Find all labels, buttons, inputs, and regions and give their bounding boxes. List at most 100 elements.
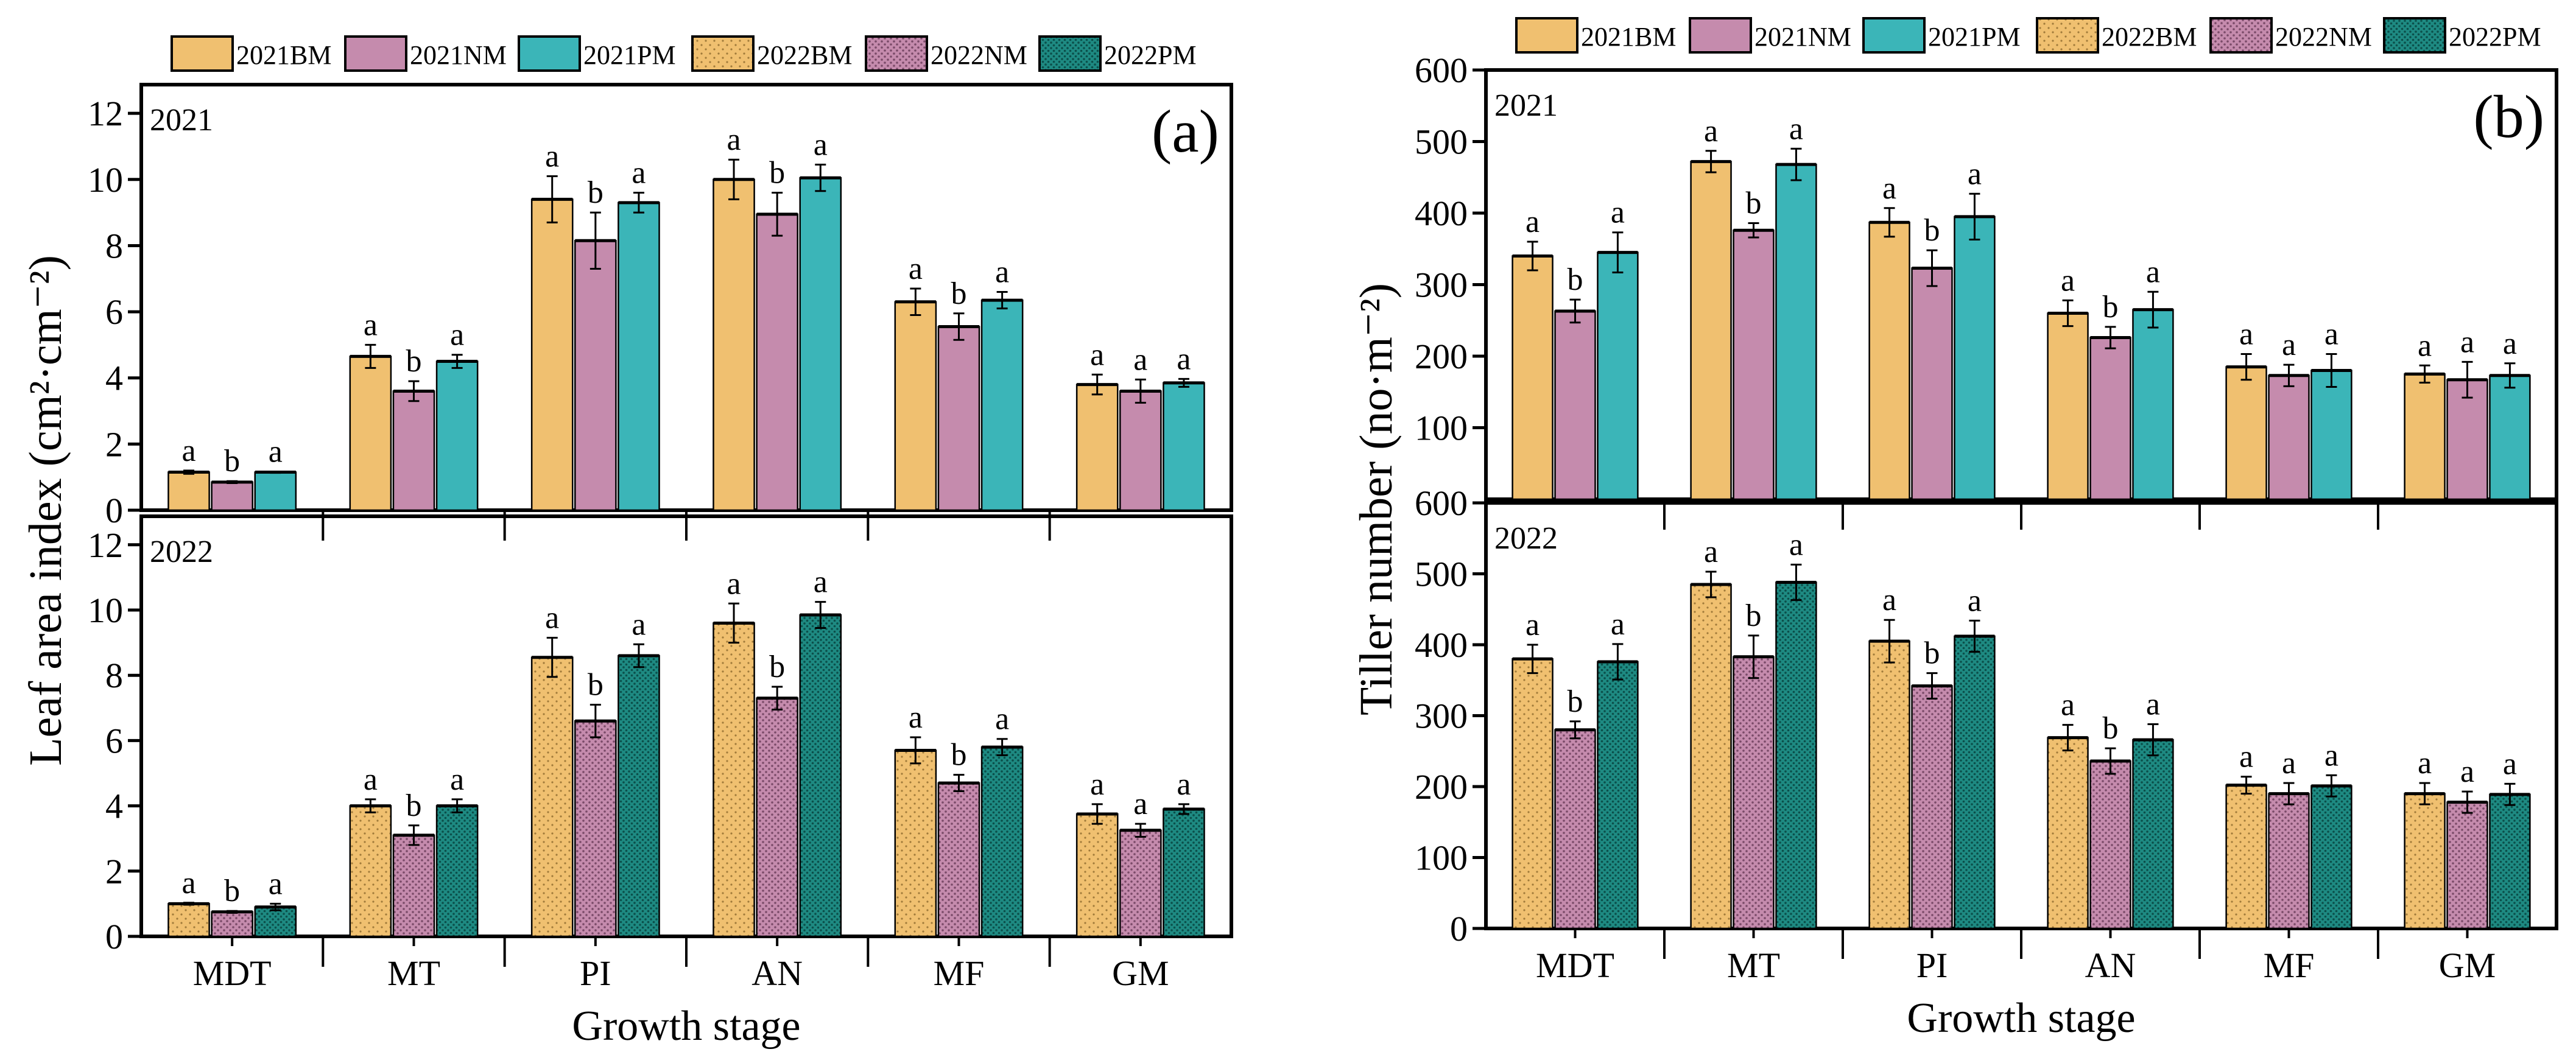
bar-2022PM-PI	[1954, 635, 1996, 930]
chart-panel-b: 2021BM 2021NM 2021PM 2022BM 2022NM 2022PM 100 2…	[1351, 17, 2558, 1042]
plot-frame	[1484, 501, 2558, 930]
significance-letter: a	[269, 866, 283, 901]
bar-2022PM-MT	[435, 805, 479, 938]
bar-2021PM-MDT	[254, 471, 297, 511]
significance-letter: b	[2103, 711, 2119, 746]
significance-letter: a	[909, 251, 923, 286]
significance-letter: a	[364, 762, 378, 797]
bar-2021PM-AN	[799, 177, 842, 511]
bar-2022PM-GM	[2489, 793, 2531, 930]
legend-label: 2021NM	[1754, 22, 1851, 52]
legend-swatch	[518, 35, 581, 72]
significance-letter: a	[995, 702, 1009, 737]
bar-2022PM-MDT	[1597, 661, 1639, 930]
bar-2021PM-GM	[2489, 374, 2531, 500]
bar-2022BM-PI	[530, 656, 574, 938]
bar-2022BM-GM	[2404, 793, 2446, 930]
bar-2021BM-AN	[713, 178, 755, 511]
bar-2022BM-AN	[713, 622, 755, 938]
bar-2022BM-MT	[1690, 583, 1732, 930]
significance-letter: b	[769, 156, 785, 191]
x-tick-label: AN	[751, 953, 803, 993]
year-label: 2021	[1494, 88, 1558, 123]
significance-letter: a	[1704, 535, 1718, 569]
bar-2022NM-GM	[2446, 801, 2488, 930]
y-tick-label: 300	[1415, 696, 1468, 736]
legend-label: 2021BM	[236, 40, 331, 70]
bar-2022PM-MF	[980, 746, 1024, 938]
bar-2021PM-MT	[1775, 163, 1817, 500]
y-tick-label: 600	[1415, 483, 1468, 523]
bar-2022NM-AN	[2089, 760, 2131, 930]
significance-letter: a	[632, 607, 646, 642]
bar-2021NM-MF	[937, 326, 980, 511]
x-tick-label: AN	[2085, 945, 2136, 985]
year-label: 2022	[150, 535, 213, 569]
bar-2021BM-MDT	[1511, 255, 1554, 500]
significance-letter: a	[2418, 746, 2432, 781]
bar-2021NM-GM	[1119, 390, 1162, 511]
significance-letter: a	[1177, 767, 1191, 802]
legend-swatch	[1038, 35, 1102, 72]
bar-2021PM-MDT	[1597, 251, 1639, 500]
significance-letter: a	[1526, 205, 1540, 239]
legend-swatch	[1515, 17, 1578, 54]
x-axis-title: Growth stage	[572, 1003, 800, 1050]
bar-2022NM-MDT	[211, 911, 253, 938]
y-tick-label: 100	[1415, 838, 1468, 878]
significance-letter: a	[814, 127, 828, 162]
bar-2022PM-AN	[2132, 738, 2174, 930]
bar-2022NM-MT	[1733, 656, 1775, 930]
significance-letter: a	[1611, 607, 1625, 642]
panel-label: (a)	[1152, 97, 1219, 165]
plot-frame	[1484, 68, 2558, 501]
x-axis-title: Growth stage	[1907, 995, 2135, 1042]
bar-2022BM-AN	[2047, 737, 2089, 930]
significance-letter: a	[2239, 317, 2253, 351]
legend-label: 2022NM	[931, 40, 1027, 70]
bar-2021BM-GM	[2404, 373, 2446, 500]
bar-2021PM-MT	[435, 360, 479, 511]
legend-label: 2022PM	[2449, 22, 2541, 52]
significance-letter: b	[1746, 598, 1762, 633]
x-tick-label: MT	[1727, 945, 1780, 985]
x-tick-label: MDT	[193, 953, 272, 993]
bar-2021PM-PI	[618, 202, 660, 511]
legend-label: 2022NM	[2275, 22, 2372, 52]
legend-label: 2022PM	[1104, 40, 1197, 70]
bar-2021NM-MF	[2268, 374, 2310, 500]
significance-letter: b	[1746, 186, 1762, 220]
bar-2022BM-GM	[1075, 813, 1119, 938]
bar-2021NM-MDT	[211, 481, 253, 511]
significance-letter: a	[181, 866, 195, 900]
y-tick-label: 6	[105, 292, 123, 332]
legend-swatch	[171, 35, 234, 72]
bar-2022NM-AN	[756, 697, 798, 938]
significance-letter: b	[951, 276, 967, 311]
y-tick-label: 2	[105, 424, 123, 464]
significance-letter: a	[1789, 111, 1803, 146]
bar-2022NM-GM	[1119, 829, 1162, 938]
significance-letter: a	[2061, 688, 2075, 723]
legend-swatch	[691, 35, 755, 72]
bar-2021PM-PI	[1954, 216, 1996, 500]
legend-label: 2022BM	[757, 40, 852, 70]
bar-2022BM-MF	[894, 749, 937, 938]
y-tick-label: 300	[1415, 265, 1468, 305]
significance-letter: b	[224, 874, 240, 908]
significance-letter: b	[1568, 262, 1583, 297]
y-tick-label: 500	[1415, 555, 1468, 594]
significance-letter: a	[181, 433, 195, 468]
bar-2022NM-MDT	[1554, 729, 1596, 930]
y-tick-label: 10	[88, 591, 123, 630]
y-tick-label: 8	[105, 226, 123, 265]
bar-2021BM-MT	[1690, 161, 1732, 500]
bar-2022PM-GM	[1163, 808, 1205, 938]
legend-label: 2021PM	[583, 40, 676, 70]
y-tick-label: 500	[1415, 122, 1468, 162]
y-tick-label: 8	[105, 656, 123, 695]
significance-letter: a	[2282, 746, 2296, 781]
significance-letter: a	[1882, 583, 1896, 617]
bar-2022PM-MT	[1775, 581, 1817, 930]
